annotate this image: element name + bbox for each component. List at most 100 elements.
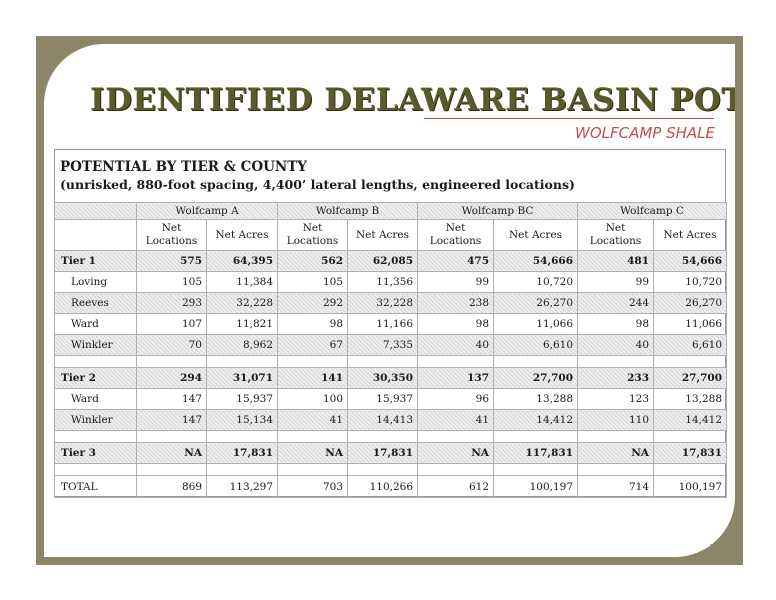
spacer-cell <box>136 355 207 368</box>
net-locations-cell: 110 <box>577 409 655 431</box>
group-header: Wolfcamp C <box>577 202 728 220</box>
net-acres-cell: 15,937 <box>205 388 279 410</box>
row-label: TOTAL <box>54 475 137 498</box>
net-acres-cell: 7,335 <box>347 334 419 356</box>
table-row: Loving 105 11,384 105 11,356 99 10,720 99 10,720 <box>54 271 728 293</box>
net-locations-header: Net Locations <box>417 219 495 251</box>
net-locations-header-line: Net <box>445 222 466 234</box>
page-number: 25 <box>709 542 725 555</box>
net-acres-cell: 62,085 <box>347 250 419 272</box>
net-locations-header: Net Locations <box>577 219 655 251</box>
box-subtitle: (unrisked, 880-foot spacing, 4,400’ late… <box>60 177 575 192</box>
net-acres-cell: 117,831 <box>493 442 579 464</box>
header-blank <box>54 219 137 251</box>
table-body: Wolfcamp A Wolfcamp B Wolfcamp BC Wolfcamp … <box>54 202 728 498</box>
net-locations-cell: 293 <box>136 292 207 314</box>
net-locations-cell: 107 <box>136 313 207 335</box>
spacer-cell <box>205 355 279 368</box>
net-locations-cell: NA <box>136 442 207 464</box>
net-acres-cell: 31,071 <box>205 367 279 389</box>
row-label: Loving <box>54 271 137 293</box>
spacer-cell <box>653 430 728 443</box>
spacer-cell <box>577 355 655 368</box>
spacer-cell <box>277 430 349 443</box>
net-acres-header: Net Acres <box>205 219 279 251</box>
spacer-cell <box>417 355 495 368</box>
spacer-row <box>54 463 728 476</box>
net-locations-cell: 99 <box>417 271 495 293</box>
net-locations-cell: 40 <box>417 334 495 356</box>
spacer-cell <box>54 463 137 476</box>
net-locations-cell: 41 <box>277 409 349 431</box>
spacer-row <box>54 430 728 443</box>
row-label: Ward <box>54 313 137 335</box>
net-locations-cell: 233 <box>577 367 655 389</box>
row-label: Winkler <box>54 409 137 431</box>
net-locations-cell: 41 <box>417 409 495 431</box>
spacer-cell <box>347 430 419 443</box>
net-locations-cell: 612 <box>417 475 495 498</box>
header-corner <box>54 202 137 220</box>
slide: IDENTIFIED DELAWARE BASIN POTENTIAL WOLF… <box>44 44 735 557</box>
net-locations-cell: 105 <box>277 271 349 293</box>
group-header: Wolfcamp BC <box>417 202 579 220</box>
net-locations-cell: NA <box>577 442 655 464</box>
net-acres-cell: 32,228 <box>347 292 419 314</box>
net-locations-cell: 575 <box>136 250 207 272</box>
net-acres-cell: 32,228 <box>205 292 279 314</box>
net-locations-cell: NA <box>277 442 349 464</box>
net-acres-cell: 10,720 <box>653 271 728 293</box>
net-locations-cell: 137 <box>417 367 495 389</box>
spacer-cell <box>493 430 579 443</box>
net-acres-cell: 17,831 <box>653 442 728 464</box>
spacer-cell <box>417 430 495 443</box>
net-acres-cell: 54,666 <box>493 250 579 272</box>
net-acres-header: Net Acres <box>653 219 728 251</box>
spacer-cell <box>277 355 349 368</box>
slide-subtitle: WOLFCAMP SHALE <box>574 124 715 142</box>
net-locations-header-line: Locations <box>589 235 642 247</box>
net-acres-cell: 8,962 <box>205 334 279 356</box>
net-acres-cell: 14,413 <box>347 409 419 431</box>
table-row: Ward 147 15,937 100 15,937 96 13,288 123 13,288 <box>54 388 728 410</box>
net-acres-cell: 13,288 <box>493 388 579 410</box>
spacer-cell <box>347 355 419 368</box>
net-locations-cell: 714 <box>577 475 655 498</box>
row-label: Tier 2 <box>54 367 137 389</box>
net-locations-cell: 244 <box>577 292 655 314</box>
net-acres-cell: 11,384 <box>205 271 279 293</box>
box-heading: POTENTIAL BY TIER & COUNTY (unrisked, 88… <box>60 158 575 194</box>
group-header: Wolfcamp A <box>135 202 279 220</box>
net-acres-cell: 113,297 <box>205 475 279 498</box>
net-acres-cell: 100,197 <box>653 475 728 498</box>
net-acres-cell: 10,720 <box>493 271 579 293</box>
net-acres-cell: 11,066 <box>653 313 728 335</box>
net-locations-cell: 703 <box>277 475 349 498</box>
net-locations-cell: 67 <box>277 334 349 356</box>
potential-table: Wolfcamp A Wolfcamp B Wolfcamp BC Wolfcamp … <box>54 202 728 498</box>
spacer-cell <box>54 430 137 443</box>
net-acres-cell: 26,270 <box>493 292 579 314</box>
spacer-cell <box>54 355 137 368</box>
net-acres-cell: 30,350 <box>347 367 419 389</box>
title-divider <box>424 118 714 119</box>
spacer-cell <box>417 463 495 476</box>
spacer-cell <box>493 355 579 368</box>
net-locations-cell: 562 <box>277 250 349 272</box>
net-locations-header-line: Locations <box>429 235 482 247</box>
net-locations-cell: 294 <box>136 367 207 389</box>
spacer-cell <box>205 463 279 476</box>
row-label: Winkler <box>54 334 137 356</box>
net-locations-cell: 98 <box>277 313 349 335</box>
net-locations-cell: NA <box>417 442 495 464</box>
spacer-row <box>54 355 728 368</box>
net-acres-cell: 13,288 <box>653 388 728 410</box>
spacer-cell <box>347 463 419 476</box>
row-label: Tier 3 <box>54 442 137 464</box>
net-locations-cell: 96 <box>417 388 495 410</box>
net-acres-cell: 17,831 <box>205 442 279 464</box>
net-acres-cell: 14,412 <box>653 409 728 431</box>
net-locations-cell: 292 <box>277 292 349 314</box>
table-row: Winkler 70 8,962 67 7,335 40 6,610 40 6,610 <box>54 334 728 356</box>
header-row-columns: Net Locations Net Acres Net Locations Net Acr… <box>54 219 728 251</box>
